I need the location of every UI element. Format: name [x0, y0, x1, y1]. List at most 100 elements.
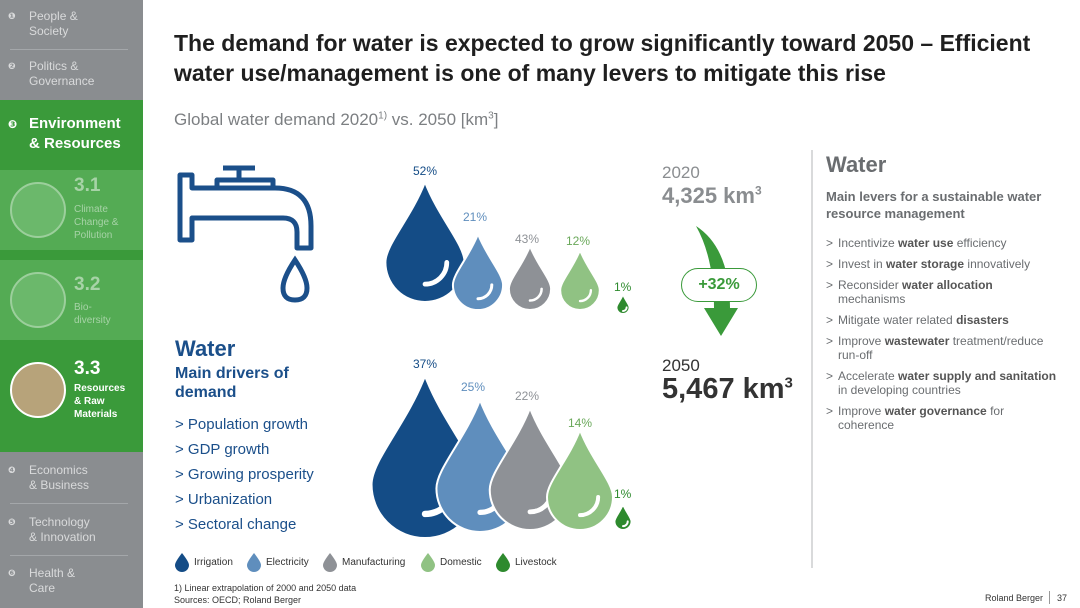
lever-highlight: water storage — [886, 257, 965, 271]
nav-divider — [10, 555, 128, 556]
page-number: 37 — [1057, 593, 1068, 603]
nav-number: ❷ — [8, 61, 16, 71]
lever-highlight: water supply and sanitation — [898, 369, 1057, 383]
lever-text: for coherence — [838, 404, 1005, 432]
drop-manufacturing-2020-highlight — [528, 287, 543, 302]
nav-number: ❸ — [8, 119, 18, 131]
nav-label: Technology & Innovation — [29, 515, 96, 544]
sidebar: ❶ People & Society ❷ Politics & Governan… — [0, 0, 143, 608]
lever-text: Accelerate — [838, 369, 899, 383]
irrigation-drop-icon — [175, 553, 189, 572]
subnav-number: 3.2 — [74, 274, 101, 295]
drop-label-irrigation-2020: 52% — [413, 164, 438, 178]
driver-item: > Urbanization — [175, 491, 273, 508]
lever-text: treatment/reduce run-off — [838, 334, 1044, 362]
drop-label-manufacturing-2020: 43% — [515, 232, 540, 246]
lever-highlight: wastewater — [884, 334, 950, 348]
year-2020-label: 2020 — [662, 163, 700, 182]
manufacturing-drop-icon — [323, 553, 337, 572]
lever-text: in developing countries — [838, 383, 961, 397]
sources-line: Sources: OECD; Roland Berger — [174, 595, 302, 605]
water-faucet-icon — [177, 165, 314, 303]
drop-label-manufacturing-2050: 22% — [515, 389, 540, 403]
lever-highlight: water allocation — [902, 278, 993, 292]
lever-text: Improve — [838, 334, 885, 348]
lever-text: Invest in — [838, 257, 887, 271]
driver-item: > Population growth — [175, 416, 309, 433]
lever-highlight: water use — [898, 236, 954, 250]
electricity-drop-icon — [247, 553, 261, 572]
drop-label-livestock-2050: 1% — [614, 487, 632, 501]
biodiversity-thumbnail-icon — [10, 272, 66, 328]
footnote-line: 1) Linear extrapolation of 2000 and 2050… — [174, 583, 357, 593]
drop-label-electricity-2050: 25% — [461, 380, 486, 394]
lever-highlight: water governance — [884, 404, 987, 418]
footnote: 1) Linear extrapolation of 2000 and 2050… — [174, 582, 356, 606]
nav-number: ❺ — [8, 517, 16, 527]
demand-2050-value: 5,467 km3 — [662, 373, 793, 406]
lever-item: Improve water governance for coherence — [826, 404, 1061, 432]
nav-label: People & Society — [29, 9, 78, 38]
drop-domestic-2050-highlight — [578, 495, 601, 518]
subnav-item-climate-change[interactable]: 3.1 Climate Change & Pollution — [0, 170, 143, 250]
drop-domestic-2020-highlight — [578, 289, 593, 303]
nav-label: Politics & Governance — [29, 59, 95, 88]
resources-thumbnail-icon — [10, 362, 66, 418]
nav-number: ❶ — [8, 11, 16, 21]
drop-label-irrigation-2050: 37% — [413, 357, 438, 371]
nav-label: Economics & Business — [29, 463, 90, 492]
lever-text: Incentivize — [838, 236, 899, 250]
lever-item: Invest in water storage innovatively — [826, 257, 1061, 271]
demand-2020-exponent: 3 — [754, 183, 762, 198]
levers-title: Water — [826, 152, 887, 177]
lever-text: Reconsider — [838, 278, 903, 292]
nav-divider — [10, 503, 128, 504]
drop-label-domestic-2050: 14% — [568, 416, 593, 430]
legend-label: Irrigation — [194, 557, 233, 568]
drop-electricity-2020-highlight — [476, 283, 494, 301]
legend-label: Manufacturing — [342, 557, 406, 568]
nav-number: ❹ — [8, 465, 16, 475]
year-2050-label: 2050 — [662, 356, 700, 375]
subnav-number: 3.3 — [74, 358, 101, 379]
drivers-title: Water — [175, 336, 236, 361]
lever-text: efficiency — [953, 236, 1007, 250]
lever-item: Incentivize water use efficiency — [826, 236, 1061, 250]
nav-divider — [10, 49, 128, 50]
demand-2020-value: 4,325 km3 — [662, 183, 762, 209]
lever-item: Accelerate water supply and sanitation i… — [826, 369, 1061, 397]
lever-text: Improve — [838, 404, 885, 418]
lever-item: Improve wastewater treatment/reduce run-… — [826, 334, 1061, 362]
driver-item: > Sectoral change — [175, 516, 297, 533]
drop-label-domestic-2020: 12% — [566, 234, 591, 248]
legend-label: Domestic — [440, 557, 482, 568]
growth-badge: +32% — [681, 268, 757, 302]
lever-text: mechanisms — [838, 292, 906, 306]
subnav-item-resources-raw-materials[interactable]: 3.3 Resources & Raw Materials — [0, 350, 143, 430]
domestic-drop-icon — [421, 553, 435, 572]
page-title: The demand for water is expected to grow… — [174, 30, 1031, 86]
demand-2050-number: 5,467 km — [662, 373, 785, 405]
drop-irrigation-2020-highlight — [422, 260, 450, 287]
footer-divider — [1049, 591, 1050, 604]
lever-item: Reconsider water allocation mechanisms — [826, 278, 1061, 306]
water-droplet-icon — [280, 255, 310, 303]
nav-number: ❻ — [8, 568, 16, 578]
droplet-chart — [370, 179, 633, 539]
nav-label: Health & Care — [29, 566, 76, 595]
drop-label-livestock-2020: 1% — [614, 280, 632, 294]
subnav-item-biodiversity[interactable]: 3.2 Bio- diversity — [0, 260, 143, 340]
brand-name: Roland Berger — [985, 593, 1044, 603]
legend-label: Electricity — [266, 557, 309, 568]
legend-label: Livestock — [515, 557, 557, 568]
subnav-label: Resources & Raw Materials — [74, 383, 126, 420]
lever-text: Mitigate water related — [838, 313, 957, 327]
nav-item-environment-resources[interactable]: ❸ Environment & Resources 3.1 Climate Ch… — [0, 100, 143, 452]
lever-text: innovatively — [964, 257, 1031, 271]
chart-subtitle: Global water demand 20201) vs. 2050 [km3… — [174, 110, 498, 130]
livestock-drop-icon — [496, 553, 510, 572]
subtitle-end: ] — [493, 110, 499, 129]
lever-item: Mitigate water related disasters — [826, 313, 1061, 327]
demand-2050-exponent: 3 — [784, 374, 793, 392]
column-divider — [811, 150, 813, 568]
